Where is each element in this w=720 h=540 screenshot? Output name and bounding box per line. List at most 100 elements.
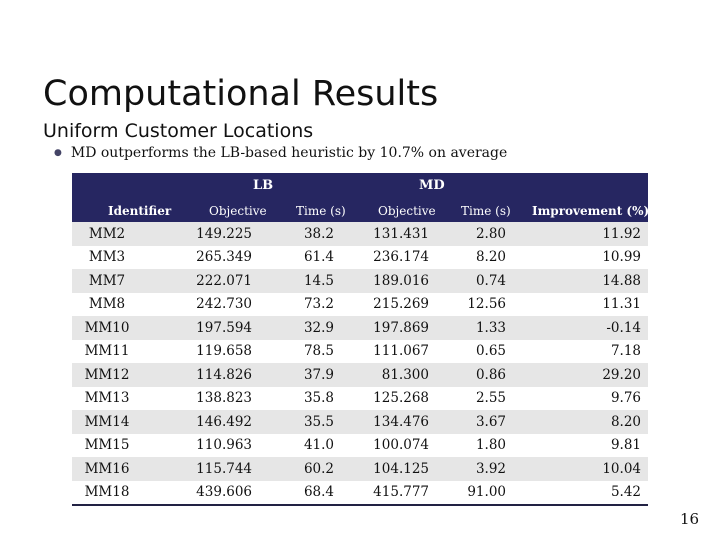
cell-identifier: MM10	[72, 316, 152, 340]
cell-lb-time: 37.9	[262, 363, 344, 387]
cell-md-time: 2.55	[434, 386, 516, 410]
table-row: MM18 439.606 68.4 415.777 91.00 5.42	[72, 480, 648, 506]
cell-identifier: MM3	[72, 245, 152, 269]
cell-lb-objective: 119.658	[152, 339, 262, 363]
cell-lb-objective: 265.349	[152, 245, 262, 269]
cell-identifier: MM8	[72, 292, 152, 316]
table-row: MM16 115.744 60.2 104.125 3.92 10.04	[72, 457, 648, 481]
table-row: MM14 146.492 35.5 134.476 3.67 8.20	[72, 410, 648, 434]
column-header-improvement: Improvement (%)	[532, 204, 650, 218]
cell-lb-objective: 115.744	[152, 457, 262, 481]
group-header-lb: LB	[253, 178, 274, 193]
cell-md-time: 1.33	[434, 316, 516, 340]
cell-md-time: 0.86	[434, 363, 516, 387]
cell-identifier: MM2	[72, 222, 152, 246]
cell-md-objective: 415.777	[344, 480, 434, 506]
cell-improvement: 14.88	[516, 269, 648, 293]
cell-lb-objective: 110.963	[152, 433, 262, 457]
cell-improvement: 8.20	[516, 410, 648, 434]
bullet-item: ● MD outperforms the LB-based heuristic …	[54, 145, 507, 161]
cell-md-time: 2.80	[434, 222, 516, 246]
cell-improvement: 9.81	[516, 433, 648, 457]
cell-md-time: 3.92	[434, 457, 516, 481]
bullet-dot-icon: ●	[54, 148, 62, 158]
cell-lb-objective: 439.606	[152, 480, 262, 506]
group-header-md: MD	[419, 178, 445, 193]
cell-md-objective: 236.174	[344, 245, 434, 269]
cell-lb-time: 41.0	[262, 433, 344, 457]
cell-md-objective: 111.067	[344, 339, 434, 363]
bullet-text: MD outperforms the LB-based heuristic by…	[70, 145, 508, 161]
column-header-lb-time: Time (s)	[296, 204, 346, 218]
cell-improvement: 7.18	[516, 339, 648, 363]
cell-md-time: 1.80	[434, 433, 516, 457]
column-header-lb-objective: Objective	[209, 204, 267, 218]
cell-md-objective: 81.300	[344, 363, 434, 387]
cell-improvement: 29.20	[516, 363, 648, 387]
cell-lb-time: 78.5	[262, 339, 344, 363]
table-row: MM7 222.071 14.5 189.016 0.74 14.88	[72, 269, 648, 293]
cell-improvement: 9.76	[516, 386, 648, 410]
cell-lb-time: 38.2	[262, 222, 344, 246]
cell-lb-objective: 222.071	[152, 269, 262, 293]
cell-md-objective: 197.869	[344, 316, 434, 340]
cell-identifier: MM16	[72, 457, 152, 481]
table-row: MM15 110.963 41.0 100.074 1.80 9.81	[72, 433, 648, 457]
cell-lb-objective: 114.826	[152, 363, 262, 387]
table-row: MM11 119.658 78.5 111.067 0.65 7.18	[72, 339, 648, 363]
cell-md-time: 91.00	[434, 480, 516, 506]
page-number: 16	[680, 510, 700, 528]
cell-lb-objective: 242.730	[152, 292, 262, 316]
table-header: LB MD Identifier Objective Time (s) Obje…	[72, 173, 650, 222]
cell-lb-time: 32.9	[262, 316, 344, 340]
table-row: MM12 114.826 37.9 81.300 0.86 29.20	[72, 363, 648, 387]
cell-lb-objective: 149.225	[152, 222, 262, 246]
cell-improvement: 10.04	[516, 457, 648, 481]
table-row: MM13 138.823 35.8 125.268 2.55 9.76	[72, 386, 648, 410]
cell-md-objective: 134.476	[344, 410, 434, 434]
cell-identifier: MM18	[72, 480, 152, 506]
results-table: MM2 149.225 38.2 131.431 2.80 11.92 MM3 …	[72, 222, 648, 506]
cell-md-objective: 104.125	[344, 457, 434, 481]
cell-md-time: 0.74	[434, 269, 516, 293]
cell-identifier: MM13	[72, 386, 152, 410]
cell-md-time: 12.56	[434, 292, 516, 316]
cell-identifier: MM14	[72, 410, 152, 434]
cell-identifier: MM15	[72, 433, 152, 457]
cell-lb-time: 73.2	[262, 292, 344, 316]
cell-lb-time: 60.2	[262, 457, 344, 481]
cell-improvement: -0.14	[516, 316, 648, 340]
cell-md-objective: 215.269	[344, 292, 434, 316]
cell-md-objective: 125.268	[344, 386, 434, 410]
cell-lb-objective: 197.594	[152, 316, 262, 340]
slide-subtitle: Uniform Customer Locations	[43, 120, 314, 142]
cell-identifier: MM12	[72, 363, 152, 387]
cell-improvement: 11.31	[516, 292, 648, 316]
cell-md-objective: 189.016	[344, 269, 434, 293]
cell-improvement: 11.92	[516, 222, 648, 246]
slide-title: Computational Results	[43, 74, 439, 114]
column-header-md-time: Time (s)	[461, 204, 511, 218]
cell-improvement: 10.99	[516, 245, 648, 269]
table-row: MM10 197.594 32.9 197.869 1.33 -0.14	[72, 316, 648, 340]
cell-md-objective: 131.431	[344, 222, 434, 246]
cell-identifier: MM11	[72, 339, 152, 363]
column-header-identifier: Identifier	[108, 204, 172, 218]
table-row: MM2 149.225 38.2 131.431 2.80 11.92	[72, 222, 648, 246]
cell-lb-time: 35.8	[262, 386, 344, 410]
cell-improvement: 5.42	[516, 480, 648, 506]
cell-md-time: 0.65	[434, 339, 516, 363]
table-row: MM3 265.349 61.4 236.174 8.20 10.99	[72, 245, 648, 269]
table-row: MM8 242.730 73.2 215.269 12.56 11.31	[72, 292, 648, 316]
cell-lb-time: 61.4	[262, 245, 344, 269]
cell-lb-time: 68.4	[262, 480, 344, 506]
column-header-md-objective: Objective	[378, 204, 436, 218]
cell-md-time: 8.20	[434, 245, 516, 269]
cell-lb-time: 14.5	[262, 269, 344, 293]
cell-identifier: MM7	[72, 269, 152, 293]
cell-md-objective: 100.074	[344, 433, 434, 457]
cell-md-time: 3.67	[434, 410, 516, 434]
cell-lb-time: 35.5	[262, 410, 344, 434]
cell-lb-objective: 146.492	[152, 410, 262, 434]
cell-lb-objective: 138.823	[152, 386, 262, 410]
